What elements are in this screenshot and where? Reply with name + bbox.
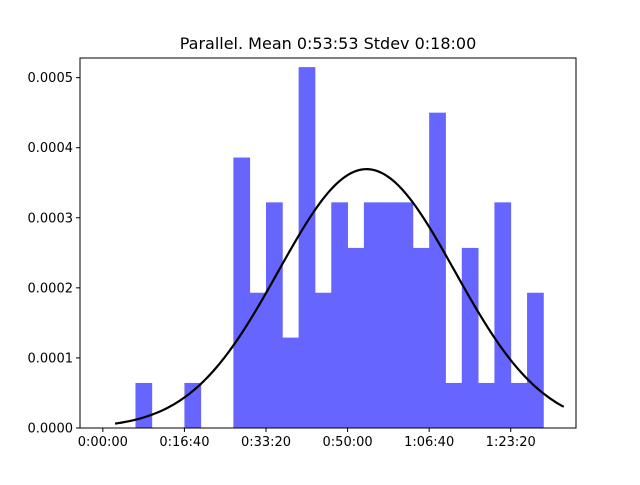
histogram-bar (380, 202, 397, 428)
y-axis: 0.0000 0.0001 0.0002 0.0003 0.0004 0.0005 (28, 71, 80, 437)
histogram-bar (363, 202, 381, 428)
histogram-bars (135, 67, 544, 429)
histogram-bar (478, 382, 495, 428)
histogram-bar (249, 292, 267, 428)
x-axis: 0:00:00 0:16:40 0:33:20 0:50:00 1:06:40 1:23:… (78, 428, 536, 450)
x-tick-label: 1:06:40 (404, 435, 454, 450)
histogram-bar (266, 202, 283, 428)
x-tick-label: 0:16:40 (159, 435, 209, 450)
y-tick-label: 0.0005 (28, 71, 74, 86)
histogram-bar (510, 382, 528, 428)
histogram-bar (494, 202, 512, 428)
y-tick-label: 0.0000 (28, 422, 74, 437)
histogram-bar (396, 202, 414, 428)
y-tick-label: 0.0002 (28, 281, 74, 296)
histogram-bar (314, 292, 332, 428)
normal-fit-curve (114, 168, 565, 425)
y-tick-label: 0.0003 (28, 211, 74, 226)
chart-title: Parallel. Mean 0:53:53 Stdev 0:18:00 (180, 34, 477, 53)
histogram-bar (135, 382, 153, 428)
histogram-bar (429, 112, 446, 428)
histogram-bar (527, 292, 544, 428)
x-tick-label: 0:33:20 (241, 435, 291, 450)
plot-frame (79, 57, 577, 429)
histogram-bar (347, 247, 365, 428)
histogram-bar (331, 202, 348, 428)
histogram-bar (233, 157, 251, 428)
histogram-bar (461, 247, 479, 428)
y-tick-label: 0.0004 (28, 141, 74, 156)
histogram-bar (412, 247, 430, 428)
x-tick-label: 1:23:20 (486, 435, 536, 450)
histogram-bar (445, 382, 463, 428)
x-tick-label: 0:50:00 (323, 435, 373, 450)
y-tick-label: 0.0001 (28, 351, 74, 366)
x-tick-label: 0:00:00 (78, 435, 128, 450)
histogram-bar (298, 67, 316, 429)
histogram-bar (282, 337, 300, 428)
